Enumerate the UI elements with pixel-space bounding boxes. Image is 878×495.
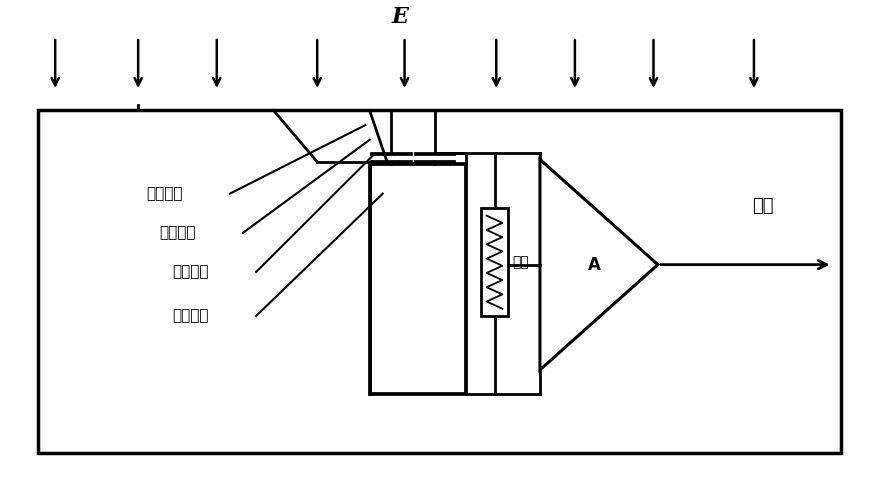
Polygon shape	[370, 164, 465, 395]
Text: 旋转电极: 旋转电极	[159, 225, 196, 240]
Polygon shape	[481, 208, 507, 316]
Polygon shape	[539, 159, 657, 370]
Text: A: A	[587, 255, 600, 274]
Text: E: E	[392, 6, 408, 28]
Text: 感应电极: 感应电极	[172, 264, 209, 280]
Text: 输出: 输出	[751, 197, 773, 215]
Text: 电阻: 电阻	[511, 255, 529, 269]
Polygon shape	[38, 110, 840, 453]
Text: 辅助电极: 辅助电极	[146, 186, 183, 201]
Text: 直流电机: 直流电机	[172, 308, 209, 324]
